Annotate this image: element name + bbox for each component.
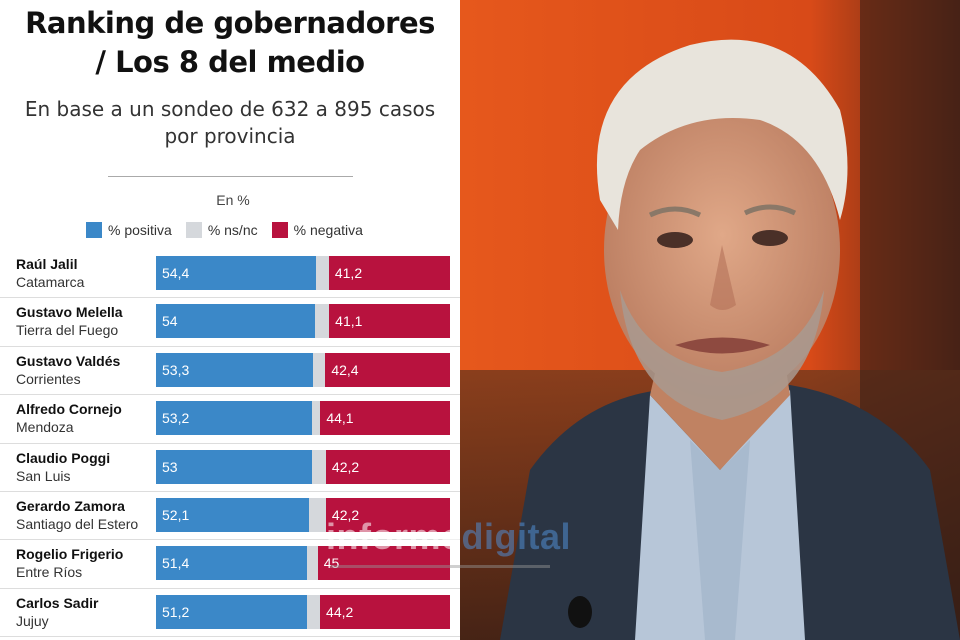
bar-nsnc: [309, 497, 326, 532]
bar-negative: [329, 304, 450, 339]
bar-positive: [156, 304, 315, 339]
positive-value-label: 53,3: [162, 361, 190, 378]
legend-label: % positiva: [108, 222, 172, 238]
province-name: San Luis: [16, 467, 71, 484]
bar-track: 52,1 42,2: [156, 497, 450, 532]
chart-row: Raúl Jalil Catamarca 54,4 41,2: [0, 250, 460, 299]
chart-panel: Ranking de gobernadores / Los 8 del medi…: [0, 0, 460, 640]
bar-nsnc: [314, 304, 330, 339]
negative-value-label: 42,2: [331, 506, 360, 523]
bar-negative: [325, 352, 450, 387]
positive-value-label: 54: [162, 313, 178, 330]
negative-value-label: 41,1: [335, 313, 363, 330]
chart-row: Gustavo Melella Tierra del Fuego 54 41,1: [0, 298, 460, 347]
bar-nsnc: [311, 449, 326, 484]
bar-negative: [325, 497, 450, 532]
bar-track: 53,2 44,1: [156, 401, 450, 436]
bar-positive: [156, 401, 313, 436]
bar-track: 53,3 42,4: [156, 352, 450, 387]
legend-label: % ns/nc: [207, 222, 258, 238]
positive-value-label: 53: [162, 458, 178, 475]
negative-value-label: 44,2: [326, 603, 354, 620]
positive-value-label: 51,2: [162, 603, 190, 620]
photo-panel: [460, 0, 960, 640]
watermark-underline: [330, 565, 550, 568]
bar-negative: [328, 256, 450, 290]
chart-row: Carlos Sadir Jujuy 51,2 44,2: [0, 589, 460, 638]
province-name: Santiago del Estero: [16, 515, 139, 532]
bar-track: 54,4 41,2: [156, 256, 450, 290]
bar-positive: [156, 497, 310, 532]
negative-value-label: 42,2: [331, 458, 360, 475]
legend-item: % negativa: [271, 222, 363, 238]
bar-negative: [325, 449, 450, 484]
chart-row: Claudio Poggi San Luis 53 42,2: [0, 444, 460, 492]
unit-label: En %: [216, 192, 250, 208]
chart-legend: % positiva % ns/nc % negativa: [86, 220, 377, 240]
portrait-photo: [460, 0, 960, 640]
governor-name: Claudio Poggi: [16, 449, 111, 466]
governor-name: Gustavo Melella: [16, 304, 123, 321]
chart-rows: Raúl Jalil Catamarca 54,4 41,2 Gustavo Melel…: [0, 250, 460, 638]
bar-positive: [156, 256, 316, 290]
legend-item: % ns/nc: [185, 222, 258, 238]
legend-swatch: [185, 222, 202, 238]
watermark-part-1: informe: [326, 516, 462, 557]
legend-item: % positiva: [86, 222, 172, 238]
legend-swatch: [86, 222, 102, 238]
positive-value-label: 54,4: [162, 265, 190, 281]
bar-nsnc: [307, 546, 318, 581]
bar-negative: [317, 546, 450, 581]
chart-subtitle-line-2: por provincia: [164, 124, 296, 148]
negative-value-label: 42,4: [331, 361, 359, 378]
bar-nsnc: [306, 594, 321, 629]
bar-positive: [156, 449, 312, 484]
chart-row: Rogelio Frigerio Entre Ríos 51,4 45: [0, 540, 460, 589]
province-name: Tierra del Fuego: [16, 322, 119, 339]
legend-label: % negativa: [293, 222, 363, 238]
positive-value-label: 51,4: [162, 555, 190, 572]
watermark-logo: informedigital: [326, 516, 571, 558]
bar-track: 51,2 44,2: [156, 594, 450, 629]
bar-positive: [156, 594, 307, 629]
bar-nsnc: [315, 256, 329, 290]
bar-nsnc: [312, 352, 326, 387]
province-name: Jujuy: [16, 612, 49, 629]
province-name: Entre Ríos: [16, 564, 83, 581]
chart-row: Alfredo Cornejo Mendoza 53,2 44,1: [0, 395, 460, 444]
chart-subtitle-line-1: En base a un sondeo de 632 a 895 casos: [24, 97, 436, 121]
province-name: Mendoza: [16, 419, 74, 436]
governor-name: Gustavo Valdés: [16, 352, 121, 369]
governor-name: Alfredo Cornejo: [16, 401, 122, 418]
chart-subtitle: En base a un sondeo de 632 a 895 casos p…: [0, 96, 460, 150]
chart-title: Ranking de gobernadores / Los 8 del medi…: [0, 4, 460, 82]
province-name: Corrientes: [16, 370, 81, 387]
positive-value-label: 52,1: [162, 506, 190, 523]
chart-title-line-2: / Los 8 del medio: [95, 45, 365, 79]
divider-rule: [108, 176, 353, 177]
governor-name: Raúl Jalil: [16, 256, 78, 272]
watermark-part-2: digital: [461, 516, 572, 557]
chart-row: Gustavo Valdés Corrientes 53,3 42,4: [0, 347, 460, 396]
chart-row: Gerardo Zamora Santiago del Estero 52,1 42,…: [0, 492, 460, 541]
bar-track: 53 42,2: [156, 449, 450, 484]
governor-name: Gerardo Zamora: [16, 497, 125, 514]
bar-nsnc: [312, 401, 321, 436]
positive-value-label: 53,2: [162, 410, 190, 427]
negative-value-label: 41,2: [334, 265, 363, 281]
negative-value-label: 45: [323, 555, 340, 572]
governor-name: Rogelio Frigerio: [16, 546, 124, 563]
bar-negative: [320, 594, 450, 629]
legend-swatch: [271, 222, 288, 238]
bar-track: 51,4 45: [156, 546, 450, 581]
province-name: Catamarca: [16, 274, 85, 290]
bar-positive: [156, 352, 313, 387]
bar-negative: [320, 401, 450, 436]
bar-positive: [156, 546, 308, 581]
negative-value-label: 44,1: [326, 410, 354, 427]
bar-track: 54 41,1: [156, 304, 450, 339]
chart-title-line-1: Ranking de gobernadores: [25, 6, 435, 40]
governor-name: Carlos Sadir: [16, 594, 99, 611]
